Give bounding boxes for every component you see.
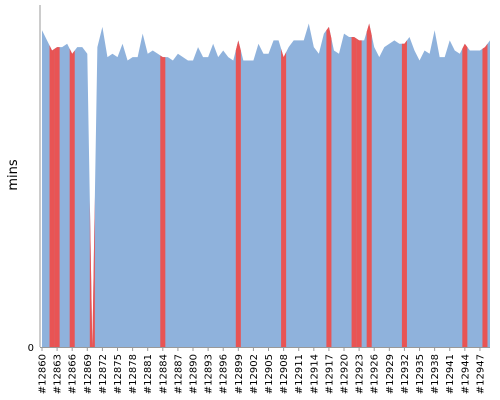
failed-build-bar	[356, 38, 362, 347]
x-tick-label: #12863	[53, 354, 64, 394]
x-tick-label: #12911	[294, 354, 305, 394]
failed-build-bar	[281, 48, 287, 347]
failed-build-bar	[326, 26, 332, 347]
x-tick-label: #12914	[309, 354, 320, 394]
x-tick-label: #12923	[355, 354, 366, 394]
failed-build-bar	[54, 47, 60, 347]
x-tick-label: #12902	[249, 354, 260, 394]
x-tick-label: #12926	[370, 354, 381, 394]
failed-build-bar	[462, 43, 468, 347]
failed-build-bar	[69, 48, 75, 347]
failed-build-bar	[401, 40, 407, 347]
x-tick-label: #12887	[173, 354, 184, 394]
x-tick-label: #12947	[475, 354, 486, 394]
x-tick-label: #12875	[113, 354, 124, 394]
x-tick-label: #12935	[415, 354, 426, 394]
failed-build-bar	[366, 23, 372, 347]
x-tick-label: #12941	[445, 354, 456, 394]
failed-build-bar	[351, 36, 357, 348]
x-tick-label: #12929	[385, 354, 396, 394]
failed-build-bar	[482, 43, 488, 347]
x-tick-label: #12899	[234, 354, 245, 394]
y-axis-title: mins	[6, 159, 21, 191]
x-tick-label: #12878	[128, 354, 139, 394]
x-tick-label: #12908	[279, 354, 290, 394]
x-tick-label: #12932	[400, 354, 411, 394]
x-tick-label: #12938	[430, 354, 441, 394]
x-tick-label: #12866	[68, 354, 79, 394]
failed-build-bar	[89, 197, 95, 347]
x-tick-label: #12905	[264, 354, 275, 394]
x-tick-label: #12893	[204, 354, 215, 394]
x-tick-label: #12884	[158, 354, 169, 394]
build-duration-area	[42, 23, 490, 347]
x-tick-label: #12881	[143, 354, 154, 394]
x-tick-label: #12944	[460, 354, 471, 394]
y-tick-label: 0	[28, 343, 34, 354]
failed-build-bar	[235, 40, 241, 347]
failed-build-bar	[160, 55, 166, 347]
x-tick-label: #12896	[219, 354, 230, 394]
failed-build-bar	[49, 45, 55, 347]
x-tick-label: #12872	[98, 354, 109, 394]
x-tick-label: #12890	[189, 354, 200, 394]
x-tick-label: #12860	[38, 354, 49, 394]
x-tick-label: #12869	[83, 354, 94, 394]
x-tick-label: #12917	[324, 354, 335, 394]
x-tick-label: #12920	[340, 354, 351, 394]
